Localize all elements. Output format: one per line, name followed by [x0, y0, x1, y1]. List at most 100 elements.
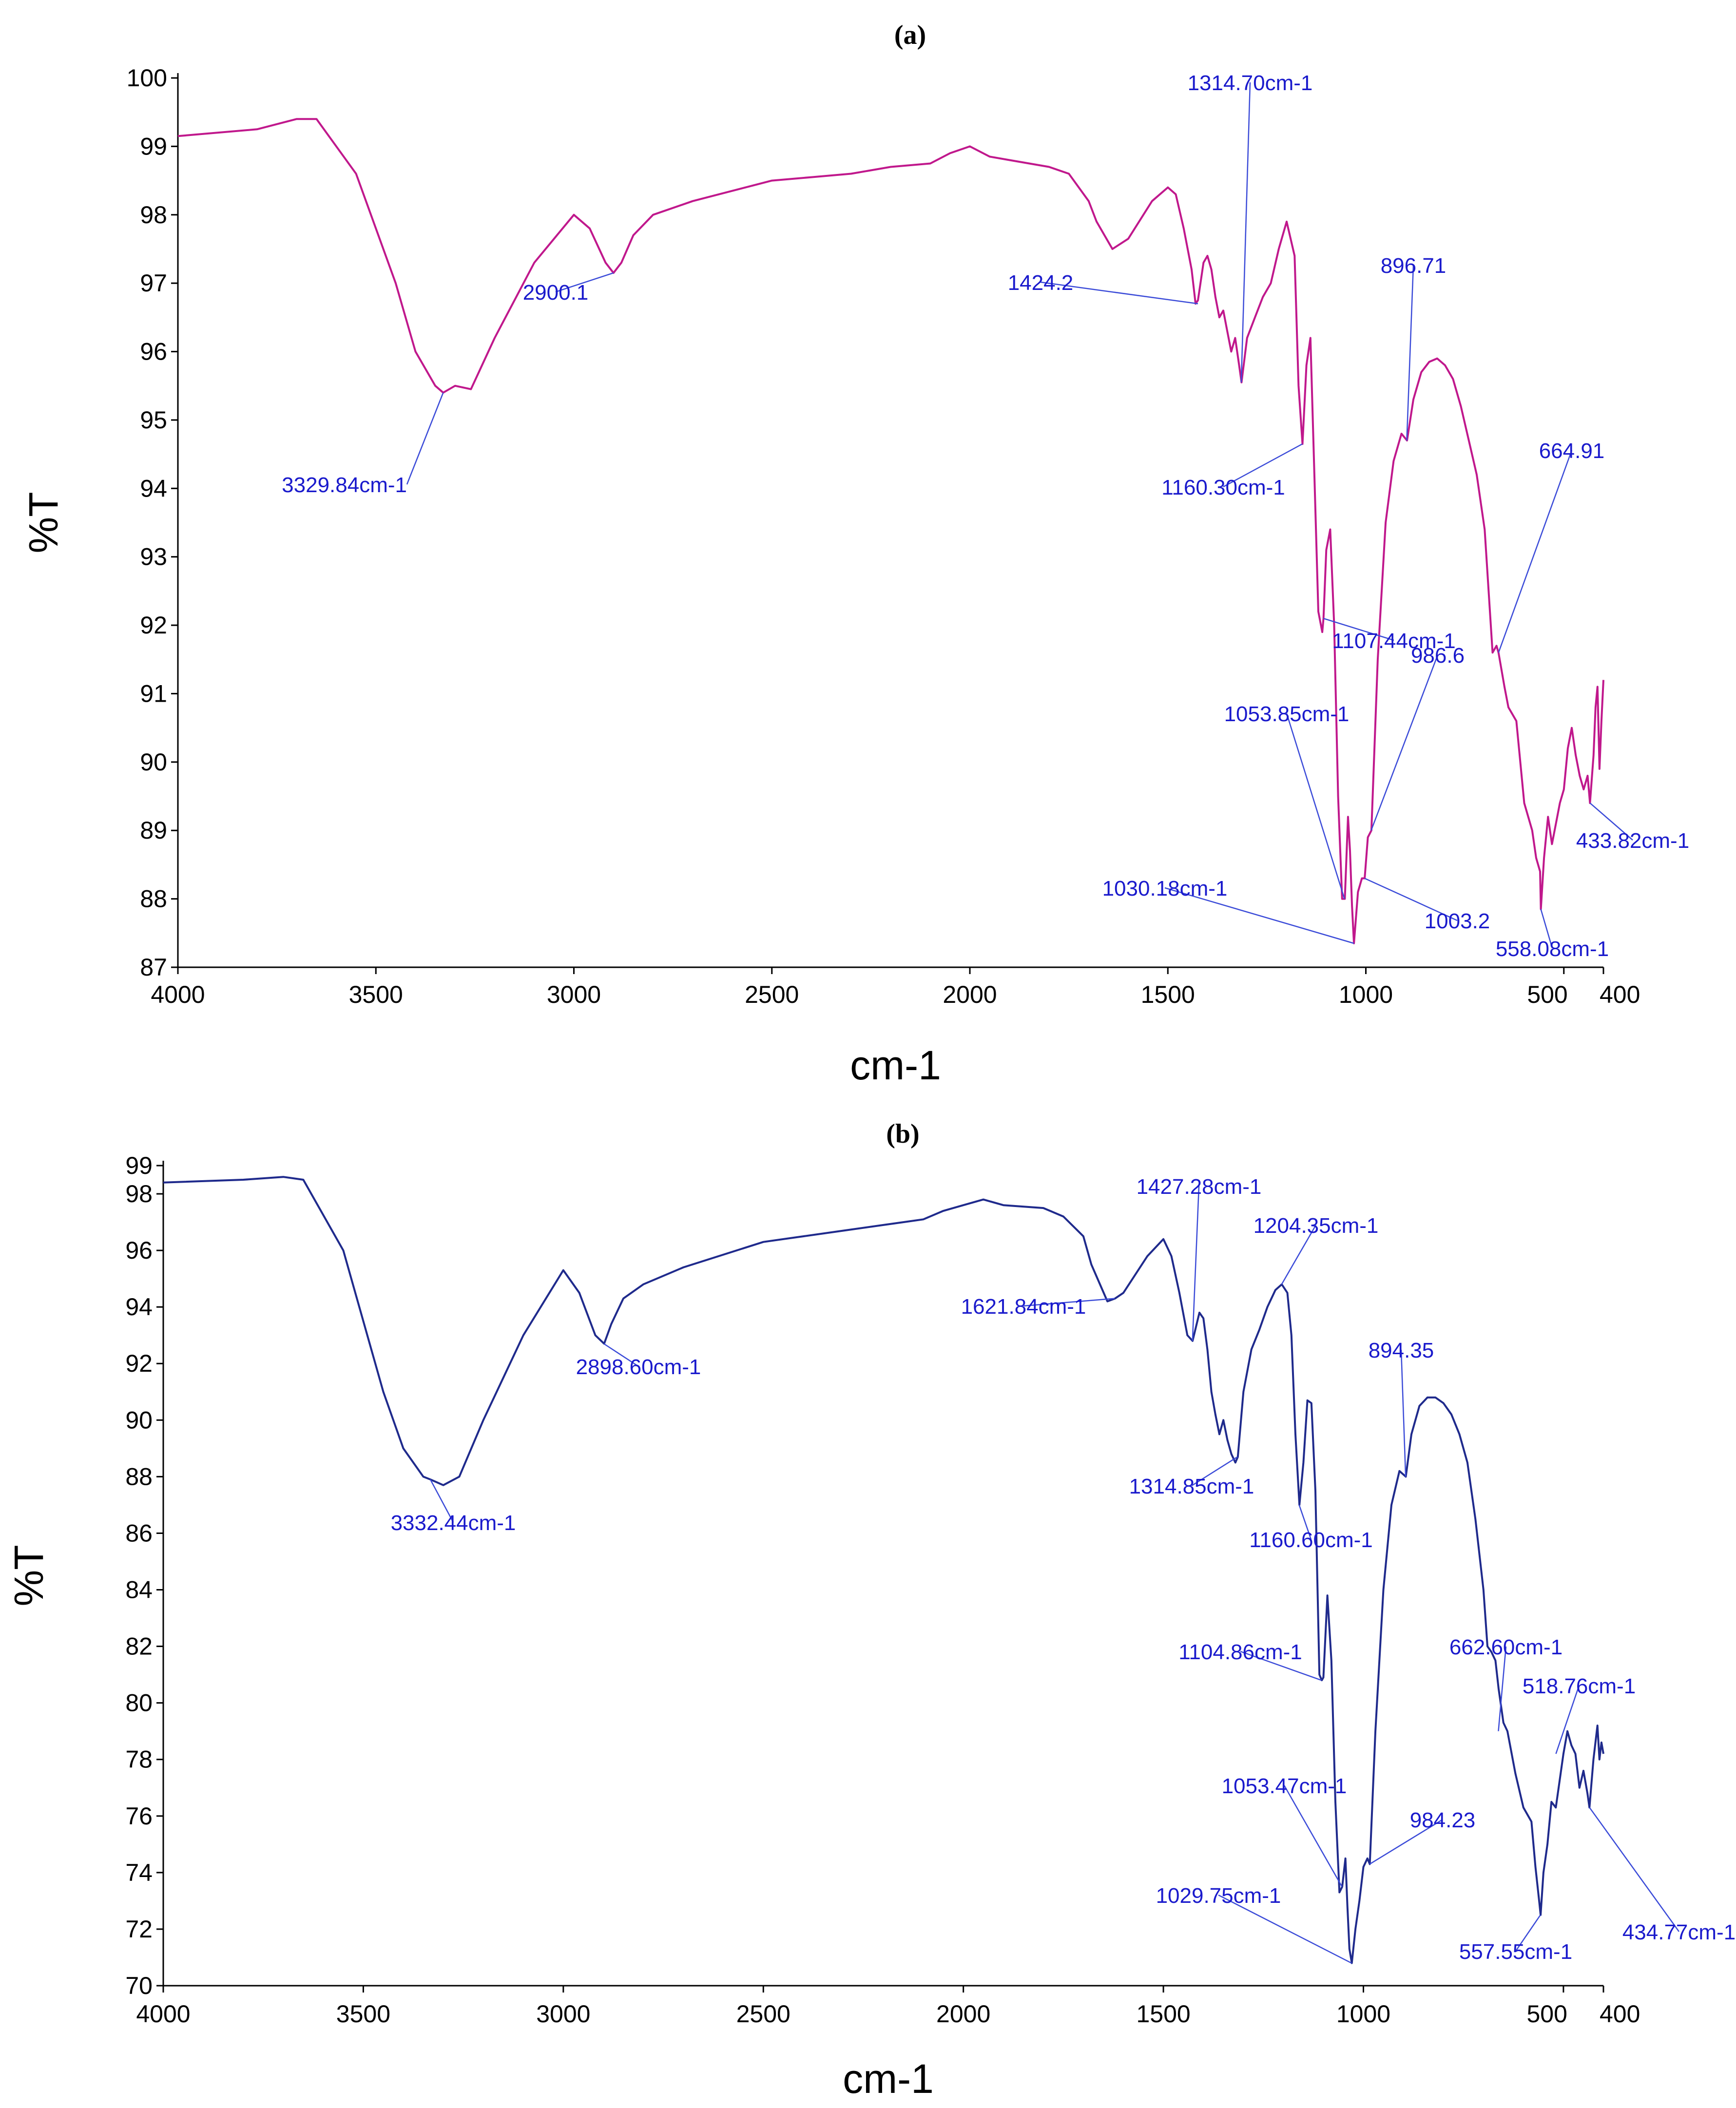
annotation-leader-line	[1023, 1298, 1115, 1307]
panel-title: (b)	[886, 1119, 919, 1149]
x-tick-label: 400	[1600, 981, 1640, 1008]
x-tick-label: 3000	[547, 981, 601, 1008]
x-tick-label: 2500	[745, 981, 799, 1008]
peak-annotation-label: 2900.1	[523, 281, 589, 305]
y-tick-label: 76	[125, 1802, 153, 1830]
peak-annotation-label: 1104.86cm-1	[1178, 1640, 1302, 1664]
peak-annotation-label: 1621.84cm-1	[961, 1295, 1086, 1319]
peak-annotation-label: 1030.18cm-1	[1102, 877, 1228, 901]
annotation-leader-line	[1400, 1349, 1407, 1477]
annotation-leader-line	[1323, 617, 1394, 641]
y-tick-label: 87	[140, 954, 167, 981]
annotation-leader-line	[1498, 450, 1573, 653]
y-tick-label: 96	[140, 338, 167, 365]
y-tick-label: 88	[125, 1463, 153, 1490]
peak-annotation-label: 1314.85cm-1	[1129, 1475, 1254, 1498]
peak-annotation-label: 1160.30cm-1	[1161, 476, 1285, 499]
annotation-leader-line	[603, 1343, 639, 1367]
peak-annotation-label: 433.82cm-1	[1576, 829, 1689, 853]
annotation-leader-line	[555, 272, 614, 293]
peak-annotation-label: 1107.44cm-1	[1332, 629, 1456, 653]
x-tick-label: 500	[1527, 981, 1567, 1008]
y-tick-label: 82	[125, 1633, 153, 1660]
x-tick-label: 1500	[1136, 2000, 1190, 2028]
y-tick-label: 80	[125, 1689, 153, 1717]
x-tick-label: 2000	[943, 981, 997, 1008]
annotation-leader-line	[1281, 1225, 1317, 1285]
x-tick-label: 400	[1600, 2000, 1640, 2028]
peak-annotation-label: 986.6	[1411, 644, 1465, 668]
y-tick-label: 86	[125, 1519, 153, 1547]
y-tick-label: 99	[125, 1152, 153, 1179]
peak-annotation-label: 558.08cm-1	[1496, 937, 1609, 961]
peak-annotation-label: 1314.70cm-1	[1188, 71, 1313, 95]
peak-annotation-label: 1160.60cm-1	[1249, 1528, 1373, 1552]
y-tick-label: 78	[125, 1746, 153, 1773]
x-axis-title: cm-1	[850, 1042, 941, 1088]
annotation-leader-line	[1298, 1505, 1312, 1540]
annotation-leader-line	[1223, 443, 1303, 488]
peak-annotation-label: 1424.2	[1008, 271, 1074, 295]
annotation-leader-line	[1283, 1785, 1343, 1887]
peak-annotation-label: 662.60cm-1	[1449, 1635, 1562, 1659]
annotation-leader-line	[1406, 265, 1414, 441]
annotation-leader-line	[1240, 82, 1251, 383]
x-tick-label: 3000	[536, 2000, 590, 2028]
annotation-leader-line	[1370, 654, 1439, 831]
annotation-leader-line	[1515, 1915, 1541, 1952]
y-tick-label: 94	[140, 475, 167, 502]
peak-annotation-label: 1427.28cm-1	[1137, 1175, 1262, 1199]
annotation-leader-line	[1498, 1646, 1507, 1731]
annotation-leader-line	[1240, 1650, 1322, 1681]
x-tick-label: 2500	[736, 2000, 791, 2028]
spectrum-line	[177, 118, 1604, 944]
y-tick-label: 99	[140, 133, 167, 160]
x-tick-label: 2000	[936, 2000, 990, 2028]
annotation-leader-line	[1369, 1819, 1443, 1865]
chart-panel-a: (a) 87 88 89 90 91 92 93 94 95 96 97 98 99 100 4000 3500…	[20, 20, 1689, 1088]
peak-annotation-label: 3329.84cm-1	[282, 473, 407, 497]
peak-annotation-label: 664.91	[1539, 439, 1605, 463]
y-axis-title: %T	[6, 1545, 52, 1607]
y-tick-label: 100	[127, 64, 167, 92]
x-axis-title: cm-1	[843, 2056, 934, 2102]
annotation-leader-line	[1286, 713, 1345, 899]
peak-annotation-label: 2898.60cm-1	[576, 1355, 701, 1379]
peak-annotation-label: 434.77cm-1	[1622, 1920, 1736, 1944]
peak-annotation-label: 1053.85cm-1	[1224, 702, 1350, 726]
peak-annotation-label: 1003.2	[1425, 909, 1490, 933]
panel-title: (a)	[894, 20, 926, 50]
x-tick-label: 4000	[151, 981, 205, 1008]
annotation-leader-line	[1191, 1456, 1238, 1487]
y-tick-label: 91	[140, 680, 167, 707]
annotation-leader-line	[1040, 281, 1198, 305]
y-tick-label: 98	[125, 1180, 153, 1207]
y-tick-label: 90	[125, 1406, 153, 1434]
y-tick-label: 89	[140, 817, 167, 844]
y-tick-label: 94	[125, 1293, 153, 1321]
y-tick-label: 90	[140, 748, 167, 776]
peak-annotation-label: 1029.75cm-1	[1156, 1884, 1281, 1908]
y-tick-label: 72	[125, 1916, 153, 1943]
x-tick-label: 3500	[349, 981, 403, 1008]
y-tick-label: 92	[140, 612, 167, 639]
y-tick-label: 98	[140, 201, 167, 229]
peak-annotation-label: 3332.44cm-1	[391, 1511, 516, 1535]
y-tick-label: 96	[125, 1237, 153, 1264]
annotation-leader-line	[406, 392, 444, 485]
peak-annotation-label: 1204.35cm-1	[1254, 1214, 1379, 1238]
y-tick-label: 84	[125, 1576, 153, 1604]
annotation-leader-line	[1540, 909, 1553, 949]
y-tick-label: 93	[140, 543, 167, 571]
y-axis-title: %T	[20, 492, 66, 554]
peak-annotation-label: 984.23	[1410, 1808, 1476, 1832]
spectrum-line	[163, 1176, 1604, 1964]
annotation-leader-line	[1555, 1685, 1580, 1754]
x-tick-label: 1000	[1339, 981, 1393, 1008]
peak-annotation-label: 896.71	[1381, 254, 1447, 278]
y-tick-label: 97	[140, 269, 167, 297]
y-tick-label: 92	[125, 1350, 153, 1377]
annotation-leader-line	[1164, 887, 1354, 944]
